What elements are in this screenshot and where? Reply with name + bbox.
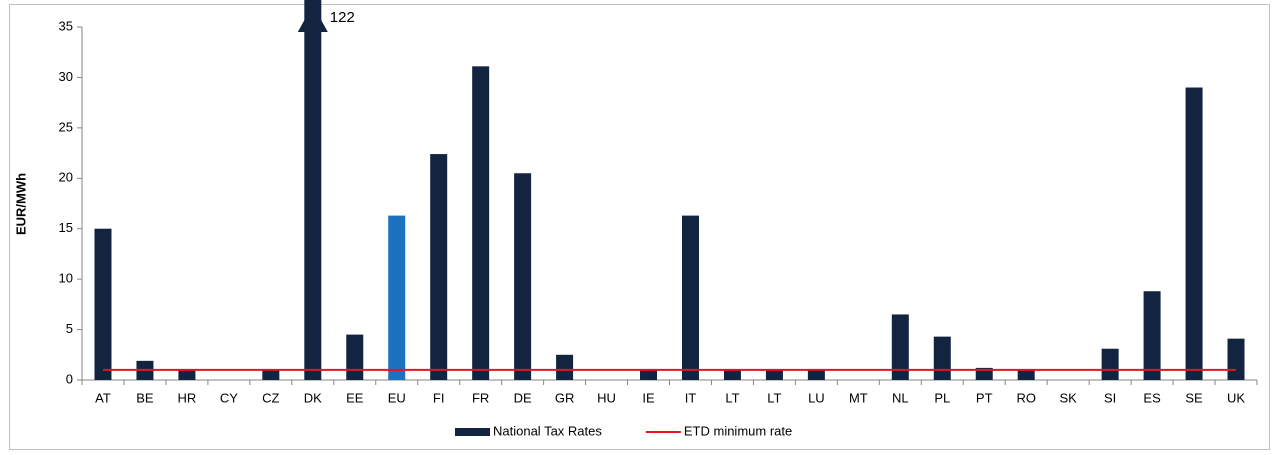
bar bbox=[681, 215, 699, 380]
x-tick-label: FR bbox=[472, 390, 489, 405]
y-tick-label: 10 bbox=[59, 271, 73, 286]
x-tick-label: CZ bbox=[262, 390, 279, 405]
x-tick-label: EU bbox=[388, 390, 406, 405]
bar bbox=[640, 369, 658, 380]
bar bbox=[891, 314, 909, 380]
x-tick-label: FI bbox=[433, 390, 445, 405]
bar bbox=[430, 154, 448, 380]
bar bbox=[1017, 369, 1035, 380]
x-tick-label: PT bbox=[976, 390, 993, 405]
y-tick-label: 15 bbox=[59, 220, 73, 235]
x-tick-label: CY bbox=[220, 390, 238, 405]
x-tick-label: MT bbox=[849, 390, 868, 405]
x-tick-label: SI bbox=[1104, 390, 1116, 405]
x-tick-label: SK bbox=[1059, 390, 1077, 405]
x-tick-label: UK bbox=[1227, 390, 1245, 405]
bar bbox=[723, 369, 741, 380]
bar bbox=[346, 334, 364, 380]
bar bbox=[975, 367, 993, 380]
x-tick-label: ES bbox=[1143, 390, 1161, 405]
x-tick-label: PL bbox=[934, 390, 950, 405]
y-axis-label: EUR/MWh bbox=[13, 173, 28, 235]
bar bbox=[1101, 348, 1119, 380]
x-tick-label: LU bbox=[808, 390, 825, 405]
bar bbox=[556, 354, 574, 380]
x-tick-label: LT bbox=[725, 390, 739, 405]
x-tick-label: IT bbox=[685, 390, 697, 405]
bar bbox=[262, 369, 280, 380]
bar bbox=[304, 0, 322, 380]
legend-label: ETD minimum rate bbox=[684, 423, 792, 438]
x-tick-label: AT bbox=[95, 390, 111, 405]
x-tick-label: DE bbox=[514, 390, 532, 405]
x-tick-label: BE bbox=[136, 390, 154, 405]
bar bbox=[1143, 291, 1161, 380]
legend-swatch bbox=[455, 428, 490, 436]
bar bbox=[388, 215, 406, 380]
bar bbox=[1227, 338, 1245, 380]
bar bbox=[933, 336, 951, 380]
y-tick-label: 0 bbox=[66, 371, 73, 386]
bar bbox=[514, 173, 532, 380]
y-tick-label: 35 bbox=[59, 18, 73, 33]
y-tick-label: 5 bbox=[66, 321, 73, 336]
bar bbox=[807, 369, 825, 380]
x-tick-label: GR bbox=[555, 390, 575, 405]
x-tick-label: HU bbox=[597, 390, 616, 405]
chart-border bbox=[9, 4, 1270, 450]
y-tick-label: 25 bbox=[59, 119, 73, 134]
legend-label: National Tax Rates bbox=[493, 423, 602, 438]
y-tick-label: 30 bbox=[59, 69, 73, 84]
plot-area bbox=[94, 0, 1245, 380]
y-tick-label: 20 bbox=[59, 170, 73, 185]
x-tick-label: NL bbox=[892, 390, 909, 405]
bar bbox=[94, 228, 112, 380]
x-tick-label: DK bbox=[304, 390, 322, 405]
bar bbox=[1185, 87, 1203, 380]
bar bbox=[472, 66, 490, 380]
x-tick-label: HR bbox=[178, 390, 197, 405]
x-tick-label: IE bbox=[642, 390, 655, 405]
bar bbox=[178, 369, 196, 380]
bar bbox=[765, 369, 783, 380]
x-tick-label: RO bbox=[1016, 390, 1036, 405]
x-tick-label: LT bbox=[767, 390, 781, 405]
x-tick-label: EE bbox=[346, 390, 364, 405]
data-label: 122 bbox=[330, 9, 355, 26]
x-tick-label: SE bbox=[1185, 390, 1203, 405]
overflow-arrow bbox=[297, 5, 328, 32]
